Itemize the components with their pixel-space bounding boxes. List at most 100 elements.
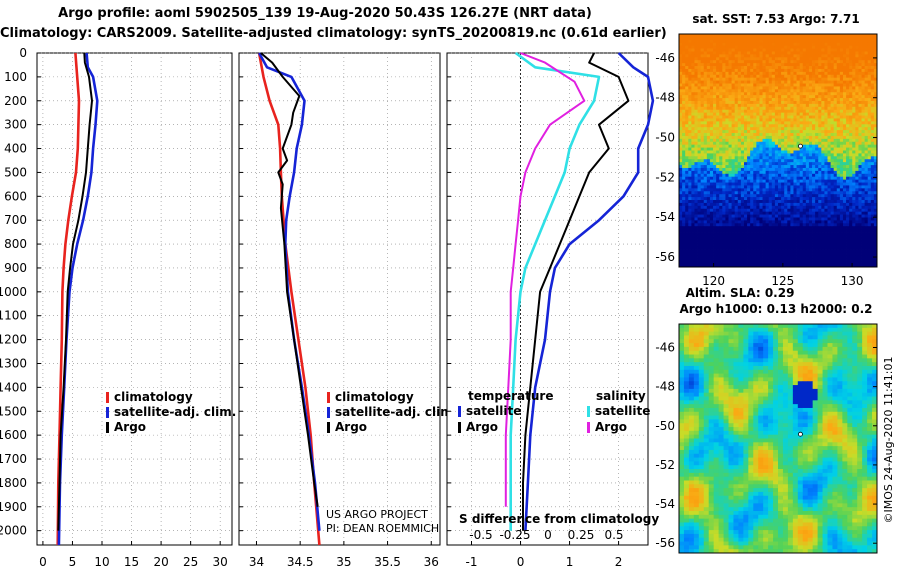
map-pixel bbox=[700, 34, 705, 38]
map-pixel bbox=[852, 34, 856, 38]
map-pixel bbox=[852, 95, 856, 99]
map-pixel bbox=[818, 182, 822, 186]
map-pixel bbox=[784, 229, 788, 233]
map-pixel bbox=[796, 71, 801, 76]
map-pixel bbox=[719, 98, 723, 102]
map-pixel bbox=[719, 170, 723, 175]
map-pixel bbox=[762, 165, 767, 169]
map-pixel bbox=[722, 179, 726, 183]
map-pixel bbox=[737, 223, 742, 227]
map-pixel bbox=[747, 217, 751, 221]
map-pixel bbox=[787, 211, 791, 215]
map-pixel bbox=[781, 200, 785, 204]
map-pixel bbox=[740, 162, 745, 166]
map-pixel bbox=[778, 232, 782, 236]
map-pixel bbox=[706, 237, 711, 242]
map-pixel bbox=[734, 246, 739, 250]
map-pixel bbox=[703, 185, 708, 189]
map-pixel bbox=[839, 63, 844, 67]
map-pixel bbox=[778, 95, 782, 99]
map-pixel bbox=[833, 57, 838, 61]
map-pixel bbox=[759, 71, 763, 76]
map-pixel bbox=[706, 34, 711, 38]
map-pixel bbox=[778, 138, 782, 143]
map-pixel bbox=[688, 234, 692, 239]
map-pixel bbox=[753, 173, 757, 178]
map-pixel bbox=[771, 45, 776, 49]
map-pixel bbox=[703, 150, 708, 154]
map-pixel bbox=[743, 223, 748, 227]
map-pixel bbox=[679, 103, 683, 108]
map-pixel bbox=[833, 89, 838, 93]
map-pixel bbox=[793, 185, 797, 189]
map-pixel bbox=[688, 188, 692, 192]
map-pixel bbox=[846, 150, 850, 154]
map-pixel bbox=[818, 211, 822, 215]
map-pixel bbox=[821, 188, 825, 192]
map-pixel bbox=[697, 182, 702, 186]
map-pixel bbox=[700, 240, 705, 245]
map-pixel bbox=[796, 153, 801, 157]
map-pixel bbox=[833, 150, 838, 154]
map-pixel bbox=[799, 100, 804, 105]
map-pixel bbox=[827, 179, 831, 183]
map-pixel bbox=[691, 118, 695, 122]
map-pixel bbox=[778, 159, 782, 163]
map-pixel bbox=[858, 188, 862, 192]
map-pixel bbox=[846, 103, 850, 108]
map-pixel bbox=[771, 130, 776, 134]
map-pixel bbox=[833, 220, 838, 224]
map-pixel bbox=[743, 200, 748, 204]
map-pixel bbox=[737, 66, 742, 70]
map-pixel bbox=[682, 229, 686, 233]
map-pixel bbox=[691, 176, 695, 181]
map-pixel bbox=[870, 39, 875, 44]
map-pixel bbox=[846, 138, 850, 143]
map-pixel bbox=[679, 112, 683, 116]
map-pixel bbox=[774, 36, 779, 41]
map-pixel bbox=[799, 57, 804, 61]
map-pixel bbox=[685, 232, 689, 236]
map-pixel bbox=[691, 229, 695, 233]
map-pixel bbox=[824, 229, 828, 233]
map-pixel bbox=[713, 156, 717, 160]
map-pixel bbox=[765, 179, 770, 183]
map-pixel bbox=[750, 173, 754, 178]
map-pixel bbox=[849, 226, 853, 230]
map-pixel bbox=[759, 179, 763, 183]
map-pixel bbox=[870, 141, 875, 146]
map-pixel bbox=[697, 124, 702, 128]
map-pixel bbox=[774, 109, 779, 114]
map-pixel bbox=[679, 124, 683, 128]
map-pixel bbox=[846, 226, 850, 230]
map-pixel bbox=[855, 237, 859, 242]
map-pixel bbox=[821, 109, 825, 114]
x-tick-label: 1 bbox=[566, 555, 574, 569]
map-pixel bbox=[737, 74, 742, 79]
map-pixel bbox=[722, 200, 726, 204]
map-pixel bbox=[827, 39, 831, 44]
map-pixel bbox=[762, 182, 767, 186]
map-pixel bbox=[706, 197, 711, 201]
map-pixel bbox=[873, 197, 878, 201]
map-pixel bbox=[802, 127, 807, 131]
map-pixel bbox=[731, 208, 736, 213]
map-pixel bbox=[790, 150, 794, 154]
map-pixel bbox=[815, 71, 819, 76]
map-pixel bbox=[818, 240, 822, 245]
map-pixel bbox=[685, 100, 689, 105]
map-pixel bbox=[731, 141, 736, 146]
map-pixel bbox=[762, 194, 767, 198]
map-pixel bbox=[685, 54, 689, 58]
map-pixel bbox=[793, 89, 797, 93]
map-pixel bbox=[771, 48, 776, 52]
map-pixel bbox=[852, 159, 856, 163]
map-pixel bbox=[697, 83, 702, 87]
legend-label: Argo bbox=[335, 420, 367, 434]
map-pixel bbox=[870, 68, 875, 73]
depth-tick-label: 700 bbox=[4, 213, 27, 227]
map-pixel bbox=[815, 112, 819, 116]
map-pixel bbox=[855, 232, 859, 236]
map-pixel bbox=[839, 71, 844, 76]
map-pixel bbox=[842, 48, 847, 52]
